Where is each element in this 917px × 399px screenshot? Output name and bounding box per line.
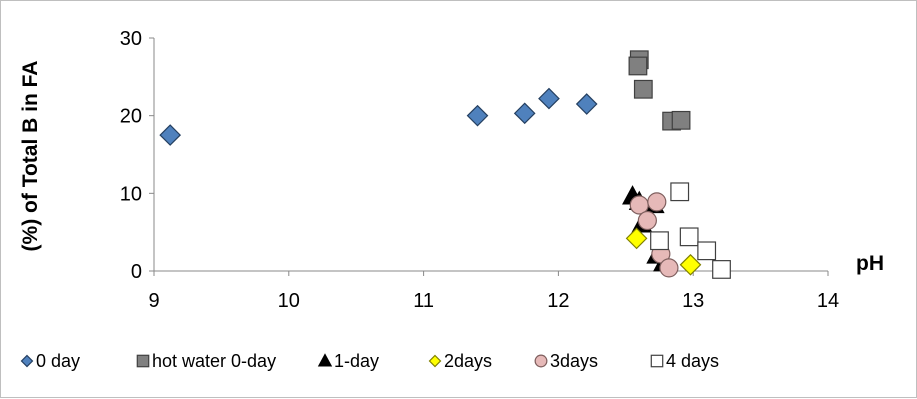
x-ticks: 9 10 11 12 13 14 bbox=[148, 271, 839, 312]
legend-label: 2days bbox=[444, 351, 492, 371]
series-5 bbox=[650, 182, 731, 279]
series-3 bbox=[625, 227, 702, 276]
y-tick-label: 10 bbox=[120, 183, 142, 205]
data-point bbox=[697, 241, 717, 261]
data-point bbox=[538, 87, 560, 110]
x-tick-label: 11 bbox=[413, 290, 434, 312]
legend-label: 0 day bbox=[36, 351, 80, 371]
data-point bbox=[637, 210, 657, 231]
data-point bbox=[628, 56, 648, 76]
data-point bbox=[159, 124, 182, 146]
data-point bbox=[679, 227, 699, 247]
legend-item: 3days bbox=[534, 351, 598, 371]
legend-item: 0 day bbox=[20, 351, 80, 371]
data-point bbox=[575, 93, 598, 115]
data-point bbox=[513, 102, 536, 125]
plot-area bbox=[159, 50, 731, 279]
legend-marker bbox=[20, 354, 34, 368]
data-point bbox=[670, 182, 690, 202]
legend-label: 1-day bbox=[334, 351, 379, 371]
data-point bbox=[633, 79, 653, 99]
x-tick-label: 14 bbox=[817, 290, 839, 312]
series-4 bbox=[629, 192, 679, 278]
y-tick-label: 20 bbox=[120, 106, 142, 128]
legend-marker bbox=[534, 354, 548, 368]
legend-marker bbox=[136, 354, 150, 368]
x-tick-label: 12 bbox=[547, 290, 569, 312]
y-tick-label: 30 bbox=[120, 28, 142, 50]
data-point bbox=[679, 253, 702, 276]
series-1 bbox=[628, 50, 691, 131]
legend-marker bbox=[650, 354, 664, 368]
data-point bbox=[647, 192, 667, 212]
legend-item: 4 days bbox=[650, 351, 719, 371]
y-tick-label: 0 bbox=[131, 261, 142, 283]
legend: 0 day hot water 0-day 1-day 2days 3days 4 day… bbox=[20, 351, 719, 371]
legend-item: hot water 0-day bbox=[136, 351, 276, 371]
x-axis-title: pH bbox=[856, 252, 884, 275]
data-point bbox=[712, 260, 731, 279]
series-0 bbox=[159, 87, 598, 146]
axes: 0 10 20 30 9 10 11 12 13 14 bbox=[120, 28, 839, 312]
data-point bbox=[659, 258, 679, 278]
data-point bbox=[671, 110, 691, 130]
x-tick-label: 13 bbox=[682, 290, 704, 312]
data-point bbox=[625, 227, 648, 250]
legend-label: hot water 0-day bbox=[152, 351, 276, 371]
legend-marker bbox=[428, 354, 442, 368]
data-point bbox=[650, 231, 669, 251]
x-tick-label: 9 bbox=[148, 290, 159, 312]
legend-item: 1-day bbox=[317, 351, 379, 371]
legend-label: 4 days bbox=[666, 351, 719, 371]
legend-item: 2days bbox=[428, 351, 492, 371]
x-tick-label: 10 bbox=[278, 290, 300, 312]
legend-marker bbox=[317, 353, 333, 367]
data-point bbox=[466, 104, 489, 127]
y-ticks: 0 10 20 30 bbox=[120, 28, 154, 283]
y-axis-title: (%) of Total B in FA bbox=[19, 61, 42, 252]
legend-label: 3days bbox=[550, 351, 598, 371]
